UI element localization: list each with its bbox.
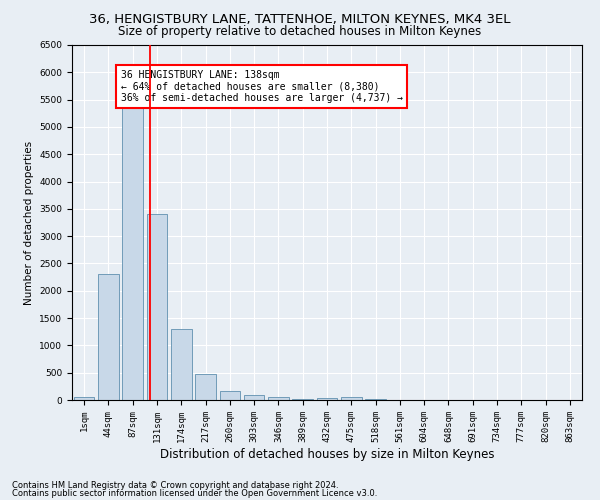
Bar: [171, 329, 191, 400]
Bar: [341, 397, 362, 400]
Bar: [195, 374, 216, 400]
Text: Size of property relative to detached houses in Milton Keynes: Size of property relative to detached ho…: [118, 25, 482, 38]
Bar: [268, 397, 289, 400]
Bar: [244, 395, 265, 400]
Bar: [220, 392, 240, 400]
Bar: [292, 398, 313, 400]
Text: Contains public sector information licensed under the Open Government Licence v3: Contains public sector information licen…: [12, 488, 377, 498]
Y-axis label: Number of detached properties: Number of detached properties: [24, 140, 34, 304]
Bar: [122, 102, 143, 400]
Text: Contains HM Land Registry data © Crown copyright and database right 2024.: Contains HM Land Registry data © Crown c…: [12, 481, 338, 490]
Text: 36 HENGISTBURY LANE: 138sqm
← 64% of detached houses are smaller (8,380)
36% of : 36 HENGISTBURY LANE: 138sqm ← 64% of det…: [121, 70, 403, 103]
Text: 36, HENGISTBURY LANE, TATTENHOE, MILTON KEYNES, MK4 3EL: 36, HENGISTBURY LANE, TATTENHOE, MILTON …: [89, 12, 511, 26]
Bar: [74, 396, 94, 400]
X-axis label: Distribution of detached houses by size in Milton Keynes: Distribution of detached houses by size …: [160, 448, 494, 460]
Bar: [146, 214, 167, 400]
Bar: [317, 398, 337, 400]
Bar: [98, 274, 119, 400]
